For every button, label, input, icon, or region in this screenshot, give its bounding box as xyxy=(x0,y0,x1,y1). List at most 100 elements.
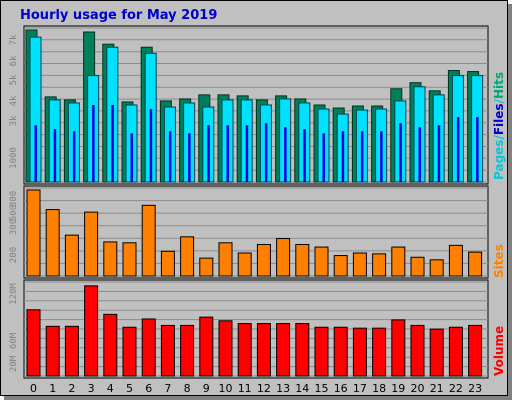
bar-pages xyxy=(303,129,306,182)
bar-pages xyxy=(245,125,249,182)
bar-pages xyxy=(456,117,460,182)
bar-pages xyxy=(437,125,441,182)
bar-sites xyxy=(410,256,425,277)
x-tick-label: 6 xyxy=(145,382,152,395)
x-tick-label: 1 xyxy=(49,382,56,395)
y-tick-label: 200 xyxy=(9,247,19,263)
legend-hits: Pages/Files/Hits xyxy=(492,72,506,180)
bar-pages xyxy=(226,125,229,182)
y-tick-label: 3k xyxy=(9,115,19,126)
bar-sites xyxy=(256,243,271,277)
x-tick-label: 15 xyxy=(315,382,329,395)
x-tick-label: 9 xyxy=(203,382,210,395)
bar-volume xyxy=(314,326,329,377)
bar-volume xyxy=(141,318,156,377)
bar-volume xyxy=(333,326,348,377)
bar-pages xyxy=(341,131,345,182)
bar-pages xyxy=(476,117,479,182)
bar-volume xyxy=(122,326,137,377)
bar-pages xyxy=(264,123,268,182)
bar-sites xyxy=(237,252,252,277)
legend-files: Files xyxy=(492,103,506,135)
bar-pages xyxy=(188,133,191,182)
bar-volume xyxy=(372,327,387,377)
bar-sites xyxy=(314,246,329,277)
x-tick-label: 23 xyxy=(468,382,482,395)
x-tick-label: 13 xyxy=(276,382,290,395)
bar-pages xyxy=(380,131,383,182)
y-tick-label: 300 xyxy=(9,219,19,235)
bar-volume xyxy=(352,327,367,377)
bar-volume xyxy=(45,325,60,377)
x-tick-label: 12 xyxy=(257,382,271,395)
x-tick-label: 21 xyxy=(430,382,444,395)
bar-sites xyxy=(333,255,348,277)
x-tick-label: 19 xyxy=(391,382,405,395)
bar-volume xyxy=(448,326,463,377)
y-tick-label: 120M xyxy=(9,283,19,305)
bar-volume xyxy=(295,323,310,377)
bar-volume xyxy=(391,319,406,377)
y-tick-label: 800 xyxy=(9,191,19,207)
bar-pages xyxy=(72,131,76,182)
bar-sites xyxy=(372,253,387,277)
bar-pages xyxy=(399,123,402,182)
x-tick-label: 7 xyxy=(164,382,171,395)
frame-shadow-right xyxy=(508,4,512,400)
x-tick-label: 11 xyxy=(238,382,252,395)
bar-pages xyxy=(360,131,364,182)
bar-volume xyxy=(218,320,233,377)
bars xyxy=(25,29,484,377)
y-tick-label: 7k xyxy=(9,34,19,45)
bar-volume xyxy=(103,313,118,377)
x-tick-label: 16 xyxy=(334,382,348,395)
bar-sites xyxy=(141,204,156,277)
bar-sites xyxy=(276,238,291,277)
bar-sites xyxy=(429,259,444,277)
bar-sites xyxy=(180,236,195,277)
y-tick-label: 5k xyxy=(9,74,19,85)
bar-sites xyxy=(103,241,118,277)
bar-sites xyxy=(160,250,175,277)
bar-pages xyxy=(53,129,57,182)
legend-volume: Volume xyxy=(492,326,506,376)
bar-sites xyxy=(64,234,79,277)
x-tick-label: 17 xyxy=(353,382,367,395)
x-tick-label: 20 xyxy=(411,382,425,395)
y-tick-label: 20M xyxy=(9,355,19,372)
x-tick-label: 22 xyxy=(449,382,463,395)
bar-volume xyxy=(468,324,483,377)
bar-volume xyxy=(180,324,195,377)
bar-pages xyxy=(322,133,325,182)
bar-volume xyxy=(64,325,79,377)
chart-title: Hourly usage for May 2019 xyxy=(20,8,217,23)
x-tick-label: 18 xyxy=(372,382,386,395)
y-tick-label: 1000 xyxy=(9,147,19,169)
bar-pages xyxy=(130,133,133,182)
bar-volume xyxy=(84,285,99,377)
bar-sites xyxy=(468,251,483,277)
y-tick-label: 6k xyxy=(9,55,19,66)
bar-volume xyxy=(256,323,271,377)
x-tick-label: 0 xyxy=(30,382,37,395)
x-tick-label: 2 xyxy=(68,382,75,395)
x-tick-label: 3 xyxy=(88,382,95,395)
x-tick-label: 5 xyxy=(126,382,133,395)
bar-sites xyxy=(218,242,233,277)
bar-pages xyxy=(34,125,37,182)
y-tick-label: 60M xyxy=(9,332,19,349)
bar-sites xyxy=(295,243,310,277)
bar-pages xyxy=(168,131,172,182)
bar-volume xyxy=(429,328,444,377)
bar-sites xyxy=(199,257,214,277)
y-tick-label: 4k xyxy=(9,95,19,106)
bar-volume xyxy=(276,323,291,377)
bar-sites xyxy=(122,242,137,277)
bar-sites xyxy=(84,211,99,277)
x-tick-label: 14 xyxy=(295,382,309,395)
legend-hits-label: Hits xyxy=(492,72,506,99)
bar-sites xyxy=(45,209,60,277)
bar-sites xyxy=(26,189,41,277)
